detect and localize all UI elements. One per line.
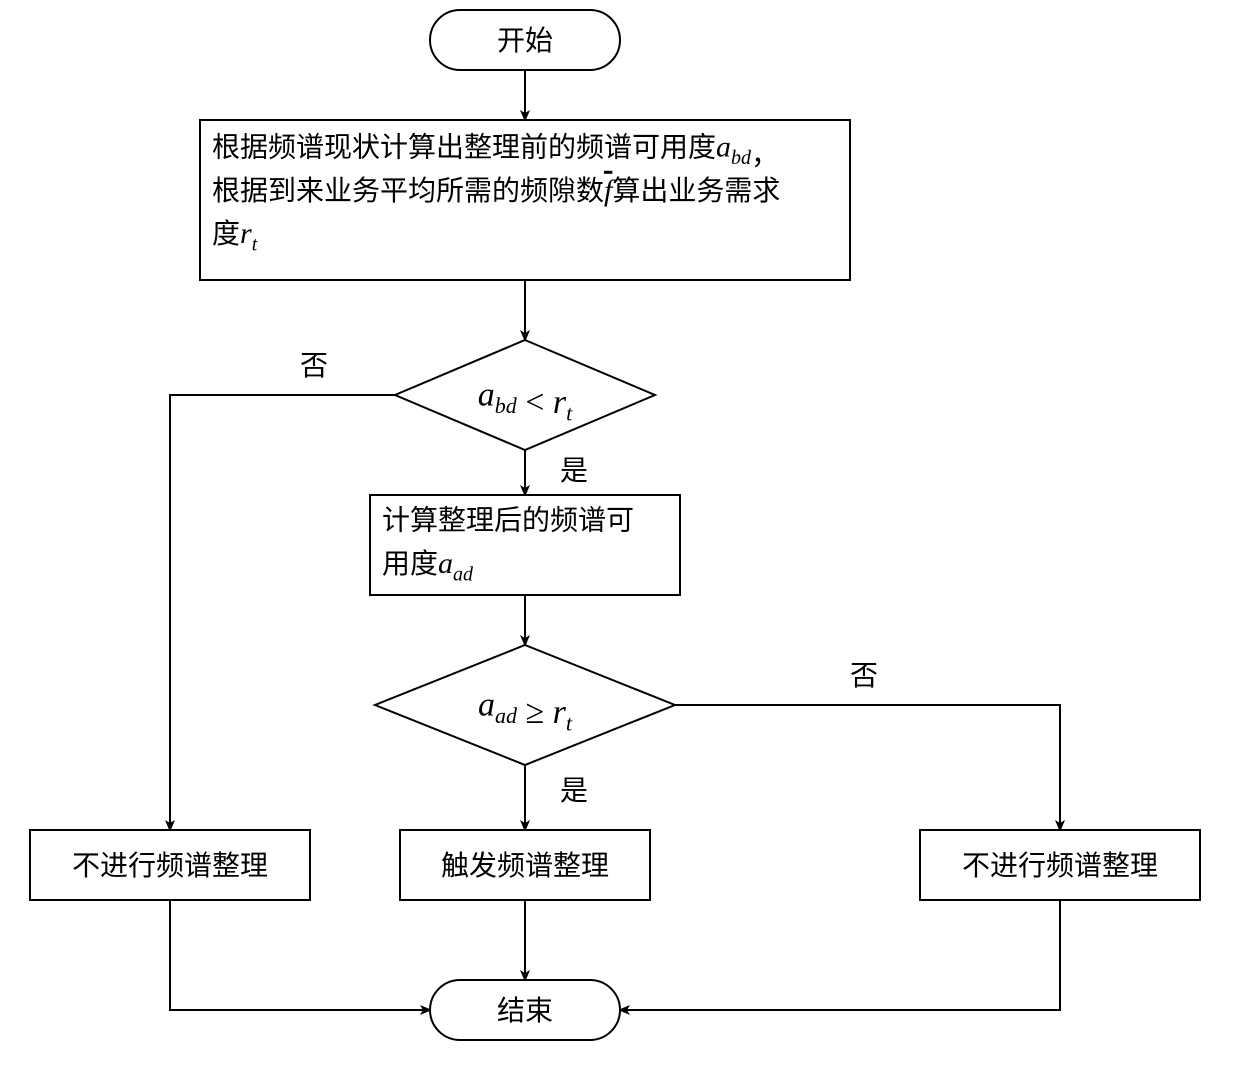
rect-label: 不进行频谱整理 [72, 850, 268, 882]
node-dec1: abd < rt [395, 340, 655, 450]
flowchart-canvas: 是否是否开始根据频谱现状计算出整理前的频谱可用度abd，根据到来业务平均所需的频… [0, 0, 1240, 1069]
edge-label: 是 [560, 776, 588, 807]
terminator-label: 开始 [497, 25, 553, 57]
node-act_mid: 触发频谱整理 [400, 830, 650, 900]
node-text-line: 根据到来业务平均所需的频隙数f算出业务需求 [212, 174, 780, 207]
rect-label: 不进行频谱整理 [962, 850, 1158, 882]
edge-label: 否 [300, 351, 328, 382]
node-dec2: aad ≥ rt [375, 645, 675, 765]
edge [675, 705, 1060, 830]
rect-label: 触发频谱整理 [441, 850, 609, 882]
node-act_left: 不进行频谱整理 [30, 830, 310, 900]
node-calc2: 计算整理后的频谱可用度aad [370, 495, 680, 595]
node-text-line: 计算整理后的频谱可 [382, 505, 634, 537]
terminator-label: 结束 [497, 995, 553, 1027]
node-act_right: 不进行频谱整理 [920, 830, 1200, 900]
node-start: 开始 [430, 10, 620, 70]
edge [170, 395, 395, 830]
node-text-line: 度rt [212, 217, 258, 256]
node-end: 结束 [430, 980, 620, 1040]
edge-label: 是 [560, 456, 588, 487]
node-calc1: 根据频谱现状计算出整理前的频谱可用度abd，根据到来业务平均所需的频隙数f算出业… [200, 120, 850, 280]
edge [620, 900, 1060, 1010]
edge [170, 900, 430, 1010]
edge-label: 否 [850, 661, 878, 692]
